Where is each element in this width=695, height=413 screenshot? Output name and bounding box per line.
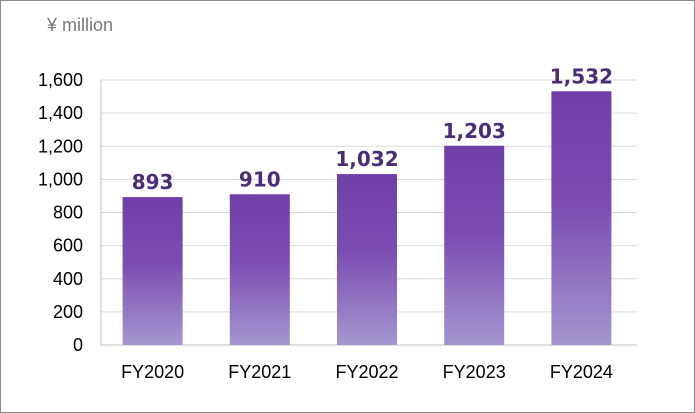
bar: [122, 197, 183, 345]
y-tick-label: 800: [53, 203, 83, 223]
bar: [229, 194, 290, 345]
x-category-label: FY2022: [335, 362, 398, 382]
y-axis-ticks: 0 200 400 600 800 1,000 1,200 1,400 1,600: [38, 70, 83, 355]
unit-label: ¥ million: [47, 15, 114, 35]
data-label: 1,532: [550, 64, 613, 88]
bar: [551, 91, 612, 345]
x-category-label: FY2023: [443, 362, 506, 382]
y-tick-label: 200: [53, 302, 83, 322]
y-tick-label: 1,000: [38, 169, 83, 189]
y-tick-label: 400: [53, 269, 83, 289]
bar: [444, 145, 505, 345]
x-category-label: FY2021: [228, 362, 291, 382]
x-category-label: FY2024: [550, 362, 613, 382]
y-tick-label: 1,200: [38, 136, 83, 156]
data-label: 893: [132, 170, 174, 194]
x-axis-categories: FY2020 FY2021 FY2022 FY2023 FY2024: [121, 362, 613, 382]
x-category-label: FY2020: [121, 362, 184, 382]
data-label: 910: [239, 167, 281, 191]
data-label: 1,032: [335, 147, 398, 171]
bars: [122, 91, 612, 345]
y-tick-label: 1,400: [38, 103, 83, 123]
data-label: 1,203: [443, 119, 506, 143]
y-tick-label: 1,600: [38, 70, 83, 90]
y-tick-label: 600: [53, 236, 83, 256]
y-tick-label: 0: [73, 335, 83, 355]
data-labels: 893 910 1,032 1,203 1,532: [132, 64, 613, 194]
bar: [337, 174, 397, 345]
